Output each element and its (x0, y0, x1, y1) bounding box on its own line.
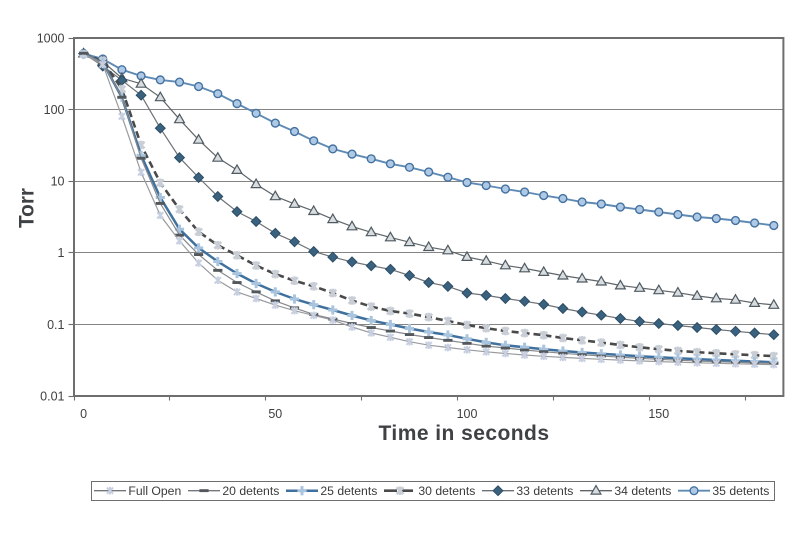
svg-text:150: 150 (648, 407, 669, 421)
svg-text:100: 100 (44, 103, 65, 117)
svg-text:34 detents: 34 detents (614, 484, 671, 498)
svg-text:10: 10 (51, 175, 65, 189)
svg-text:33 detents: 33 detents (516, 484, 573, 498)
svg-text:Full Open: Full Open (128, 484, 181, 498)
svg-text:Time in seconds: Time in seconds (379, 422, 550, 445)
svg-text:100: 100 (457, 407, 478, 421)
svg-text:1000: 1000 (37, 31, 65, 45)
svg-text:30 detents: 30 detents (418, 484, 475, 498)
svg-text:Torr: Torr (16, 188, 39, 228)
svg-text:35 detents: 35 detents (712, 484, 769, 498)
svg-text:0: 0 (80, 407, 87, 421)
svg-text:25 detents: 25 detents (320, 484, 377, 498)
svg-text:0.1: 0.1 (47, 318, 64, 332)
svg-text:0.01: 0.01 (40, 389, 64, 403)
svg-text:20 detents: 20 detents (222, 484, 279, 498)
svg-text:50: 50 (268, 407, 282, 421)
svg-text:1: 1 (58, 246, 65, 260)
